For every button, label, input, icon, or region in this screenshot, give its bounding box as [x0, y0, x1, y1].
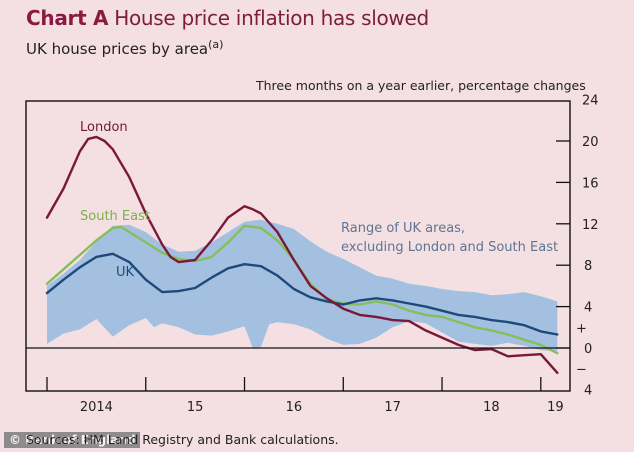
chart-title: Chart A House price inflation has slowed [26, 6, 429, 30]
y-tick-label: 8 [584, 259, 592, 274]
bank-of-england-watermark: © Bank of England [4, 432, 141, 448]
y-tick-label: 4 [584, 301, 592, 316]
chart-title-text: House price inflation has slowed [108, 6, 429, 30]
plot-frame [25, 100, 571, 392]
series-line-london [45, 135, 559, 374]
axis-layer: 24 20 16 12 8 4 0 4 + − 2014 15 16 17 18 19 [25, 94, 599, 415]
label-uk: UK [116, 265, 135, 280]
chart-subtitle: UK house prices by area(a) [26, 38, 223, 58]
label-london: London [80, 120, 128, 135]
x-tick-label: 15 [187, 400, 204, 415]
x-tick-label: 19 [547, 400, 564, 415]
x-tick-label: 2014 [80, 400, 113, 415]
band-layer [47, 219, 558, 352]
label-range-line2: excluding London and South East [341, 240, 558, 255]
series-line-uk [45, 252, 559, 336]
subtitle-footnote: (a) [208, 38, 224, 51]
y-tick-label: 24 [582, 94, 599, 109]
positive-sign: + [576, 321, 587, 336]
label-south-east: South East [80, 209, 150, 224]
y-tick-label: 12 [582, 218, 599, 233]
label-layer: London South East UK Range of UK areas, … [80, 120, 558, 280]
range-band [47, 219, 558, 352]
negative-sign: − [576, 363, 587, 378]
label-range-line1: Range of UK areas, [341, 221, 465, 236]
y-tick-label: 20 [582, 135, 599, 150]
y-tick-label: 16 [582, 176, 599, 191]
subtitle-text: UK house prices by area [26, 40, 209, 58]
y-tick-label: 4 [584, 383, 592, 398]
x-tick-label: 18 [483, 400, 500, 415]
chart-title-bold: Chart A [26, 6, 109, 30]
line-layer [45, 135, 559, 374]
units-label: Three months on a year earlier, percenta… [256, 78, 586, 93]
source-note: Sources: HM Land Registry and Bank calcu… [26, 432, 339, 447]
x-tick-label: 17 [384, 400, 401, 415]
y-tick-label: 0 [584, 342, 592, 357]
x-tick-label: 16 [286, 400, 303, 415]
